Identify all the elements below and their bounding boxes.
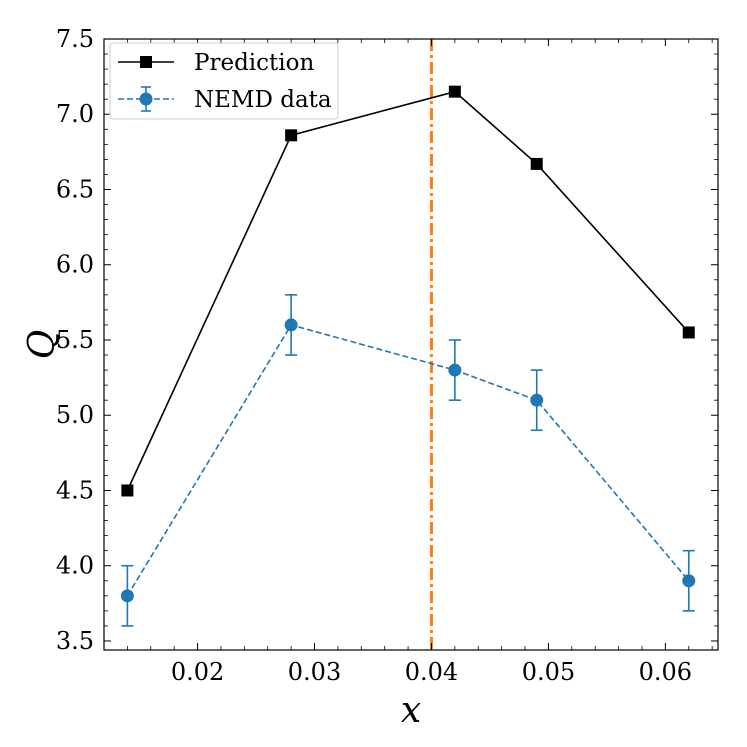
y-tick-label: 4.5 — [56, 476, 94, 504]
series-nemd-data — [120, 294, 696, 627]
x-tick-label: 0.02 — [171, 658, 224, 686]
x-tick-label: 0.05 — [522, 658, 575, 686]
data-point — [120, 589, 134, 603]
legend-entry: Prediction — [118, 50, 314, 76]
data-point — [284, 318, 298, 332]
legend-marker — [140, 56, 152, 68]
series-prediction — [121, 85, 695, 497]
plot-frame — [103, 38, 719, 651]
series-line — [126, 90, 690, 491]
y-tick-label: 5.0 — [56, 401, 94, 429]
y-tick-label: 6.0 — [56, 251, 94, 279]
y-tick-label: 7.5 — [56, 25, 94, 53]
data-point — [448, 85, 461, 98]
data-point — [530, 393, 544, 407]
legend-marker — [139, 92, 153, 106]
y-tick-label: 5.5 — [56, 326, 94, 354]
y-tick-label: 3.5 — [56, 627, 94, 655]
y-axis-label: Q — [22, 330, 63, 360]
series-layer — [120, 85, 696, 627]
legend-label: NEMD data — [194, 87, 332, 113]
data-point — [682, 574, 696, 588]
x-tick-label: 0.03 — [288, 658, 341, 686]
x-tick-label: 0.06 — [639, 658, 692, 686]
data-point — [121, 484, 134, 497]
legend: Prediction NEMD data — [109, 42, 339, 120]
y-tick-label: 7.0 — [56, 100, 94, 128]
legend-label: Prediction — [194, 50, 314, 76]
legend-entry: NEMD data — [118, 86, 332, 113]
x-tick-label: 0.04 — [405, 658, 458, 686]
series-line — [126, 324, 690, 597]
data-point — [682, 326, 695, 339]
data-point — [285, 129, 298, 142]
x-axis-label: x — [401, 690, 421, 731]
ticks-layer: 0.02 0.03 0.04 0.05 0.06 3.5 4.0 4.5 5.0 5.5 6.0 6.… — [56, 25, 718, 686]
data-point — [448, 363, 462, 377]
data-point — [530, 157, 543, 170]
y-tick-label: 4.0 — [56, 552, 94, 580]
y-tick-label: 6.5 — [56, 175, 94, 203]
